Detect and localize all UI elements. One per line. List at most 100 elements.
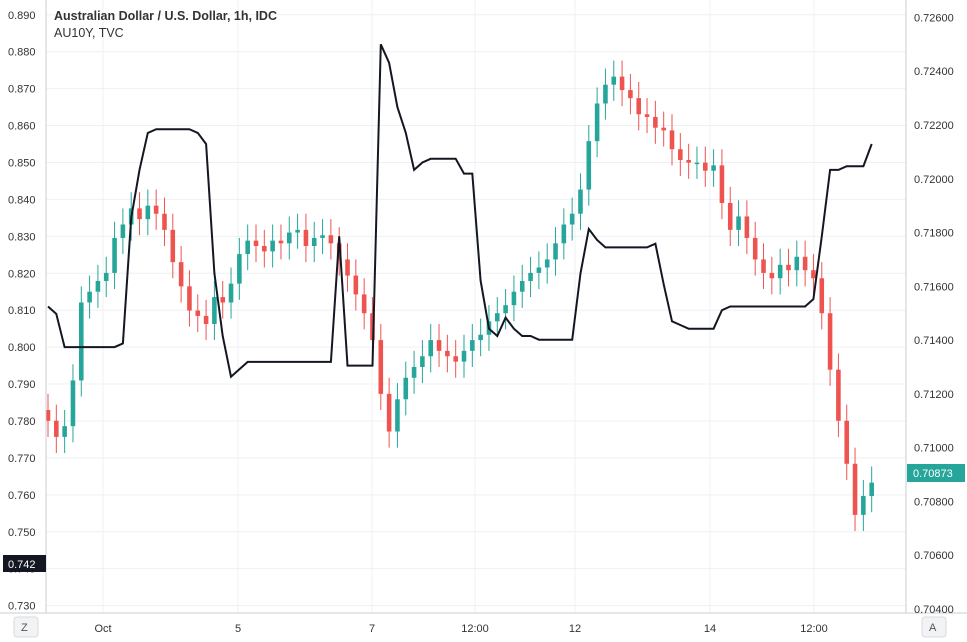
candle-body <box>470 340 475 351</box>
candle-body <box>769 272 775 279</box>
x-tick-label: Oct <box>94 623 111 635</box>
candle-body <box>103 272 109 281</box>
candle-body <box>802 256 808 271</box>
candle-body <box>503 305 508 314</box>
candle-body <box>253 240 259 247</box>
right-tick-label: 0.70400 <box>914 604 954 616</box>
candle-body <box>137 208 142 220</box>
candle-body <box>212 297 217 324</box>
left-axis[interactable]: 0.890 0.880 0.870 0.860 0.850 0.840 0.830 0.820… <box>8 10 36 613</box>
candle-body <box>869 482 874 497</box>
candle-body <box>653 116 658 128</box>
candle-body <box>478 334 483 341</box>
candle-body <box>370 313 375 341</box>
candle-body <box>586 141 592 190</box>
candle-body <box>844 420 850 464</box>
candle-body <box>54 420 59 437</box>
right-tick-label: 0.72600 <box>914 12 954 24</box>
candle-body <box>320 235 325 238</box>
x-tick-label: 7 <box>369 623 375 635</box>
candle-body <box>702 162 708 171</box>
candle-body <box>777 264 783 279</box>
candle-body <box>578 189 583 214</box>
candle-body <box>237 254 242 284</box>
candle-body <box>345 259 350 276</box>
candle-body <box>270 240 275 252</box>
candle-body <box>361 294 367 314</box>
candle-body <box>295 229 300 233</box>
plot-series <box>45 43 874 531</box>
candle-body <box>786 264 791 271</box>
left-tick-label: 0.890 <box>8 10 36 22</box>
left-last-value-badge: 0.742 <box>3 555 46 572</box>
candle-body <box>661 127 666 131</box>
candle-body <box>603 84 608 104</box>
candle-body <box>428 340 434 357</box>
candle-body <box>162 213 167 230</box>
left-tick-label: 0.820 <box>8 268 36 280</box>
candle-body <box>569 213 575 225</box>
candle-body <box>544 259 550 268</box>
x-tick-label: 12:00 <box>800 623 828 635</box>
right-tick-label: 0.70600 <box>914 550 954 562</box>
candle-body <box>694 162 700 165</box>
right-axis[interactable]: 0.72600 0.72400 0.72200 0.72000 0.71800 0.716… <box>914 12 954 615</box>
candle-body <box>752 237 758 260</box>
candle-body <box>62 426 67 437</box>
candle-body <box>78 302 84 381</box>
left-tick-label: 0.860 <box>8 121 36 133</box>
candle-body <box>95 280 101 292</box>
candle-body <box>636 98 642 115</box>
candle-body <box>744 216 750 238</box>
candle-body <box>852 463 858 515</box>
candle-body <box>195 310 201 316</box>
left-tick-label: 0.770 <box>8 453 36 465</box>
candle-body <box>262 246 267 252</box>
candle-body <box>120 224 126 238</box>
candle-body <box>45 410 51 421</box>
candle-body <box>761 259 766 273</box>
candle-body <box>453 356 458 362</box>
candle-body <box>87 291 92 303</box>
candle-body <box>644 114 650 117</box>
candle-body <box>420 356 425 367</box>
left-tick-label: 0.780 <box>8 416 36 428</box>
right-last-value: 0.70873 <box>913 468 953 480</box>
left-last-value: 0.742 <box>8 559 36 571</box>
candle-body <box>187 286 192 311</box>
candle-body <box>678 149 683 160</box>
au10y-line <box>47 43 873 379</box>
candle-body <box>561 224 567 244</box>
right-tick-label: 0.70800 <box>914 496 954 508</box>
right-tick-label: 0.71400 <box>914 335 954 347</box>
candle-body <box>819 278 825 314</box>
candle-body <box>228 283 234 303</box>
left-tick-label: 0.730 <box>8 601 36 613</box>
candle-body <box>827 313 833 370</box>
candle-body <box>436 340 442 351</box>
right-tick-label: 0.71600 <box>914 281 954 293</box>
right-tick-label: 0.72200 <box>914 120 954 132</box>
candle-body <box>311 237 317 247</box>
right-tick-label: 0.71000 <box>914 443 954 455</box>
x-axis[interactable]: Oct 5 7 12:00 12 14 12:00 <box>94 623 827 635</box>
candle-body <box>220 297 226 303</box>
candle-body <box>328 235 334 244</box>
left-tick-label: 0.830 <box>8 231 36 243</box>
candle-body <box>445 350 450 357</box>
x-tick-label: 14 <box>704 623 716 635</box>
candle-body <box>794 256 800 271</box>
candle-body <box>378 340 384 394</box>
candle-body <box>494 313 500 322</box>
left-tick-label: 0.750 <box>8 527 36 539</box>
candle-body <box>153 205 159 214</box>
candle-body <box>511 291 517 306</box>
x-tick-label: 5 <box>235 623 241 635</box>
left-corner-box[interactable]: Z <box>13 616 39 638</box>
left-tick-label: 0.800 <box>8 342 36 354</box>
candle-body <box>861 496 866 515</box>
right-last-value-badge: 0.70873 <box>907 464 965 482</box>
right-corner-box[interactable]: A <box>921 616 947 638</box>
left-tick-label: 0.760 <box>8 490 36 502</box>
